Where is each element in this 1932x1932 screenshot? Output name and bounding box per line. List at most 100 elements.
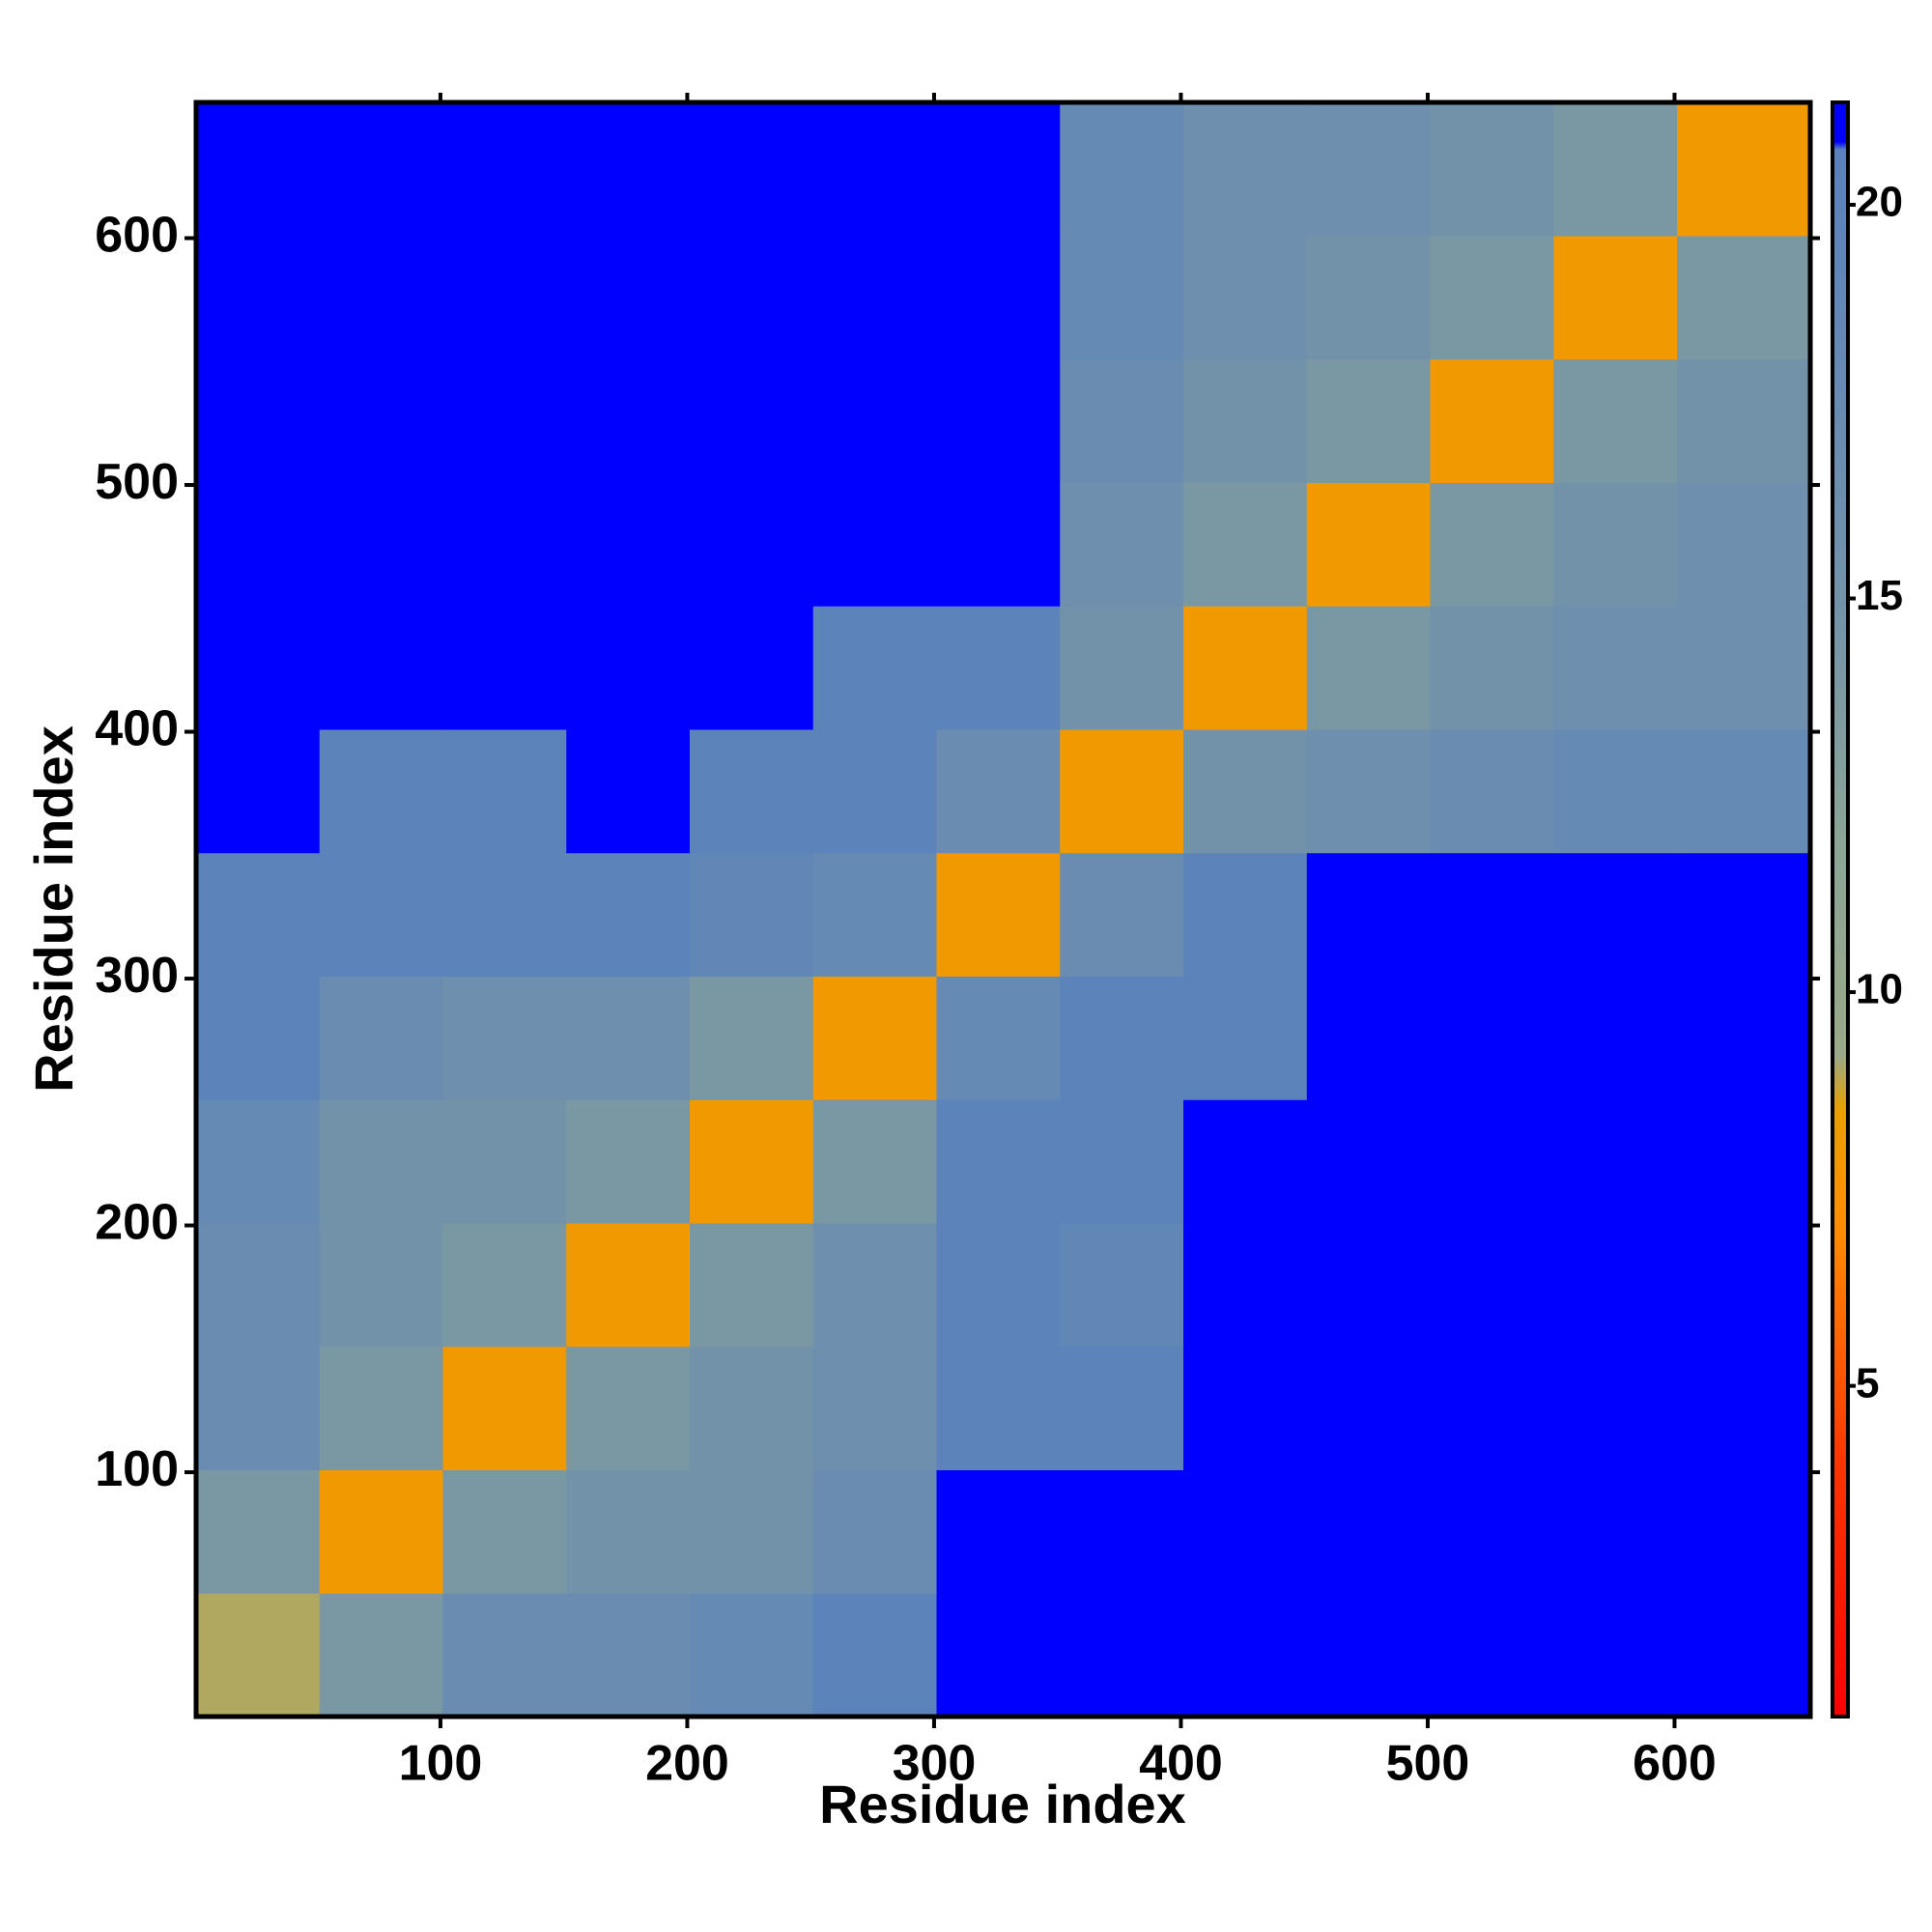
heatmap-cell (1677, 606, 1810, 730)
heatmap-cell (1430, 728, 1554, 854)
heatmap-cell (812, 1099, 938, 1224)
heatmap-cell (1553, 102, 1678, 237)
heatmap-cell (812, 358, 938, 483)
heatmap-cell (812, 1469, 938, 1594)
heatmap-cell (1553, 482, 1678, 607)
heatmap-cell (1430, 606, 1554, 730)
colorbar-tick-label: 20 (1856, 179, 1903, 226)
heatmap-cell (566, 606, 691, 730)
heatmap-cell (442, 606, 567, 730)
heatmap-cell (1306, 102, 1432, 237)
heatmap-cell (1183, 728, 1308, 854)
x-tick-label: 500 (1386, 1736, 1470, 1792)
heatmap-cell (690, 606, 814, 730)
heatmap-cell (1060, 852, 1184, 977)
heatmap-cell (196, 606, 321, 730)
heatmap-cell (1183, 482, 1308, 607)
heatmap-cell (1553, 358, 1678, 483)
heatmap-cell (690, 1222, 814, 1348)
heatmap-cell (936, 1346, 1061, 1470)
heatmap-cell (566, 728, 691, 854)
heatmap-cell (1430, 852, 1554, 977)
heatmap-cell (442, 976, 567, 1100)
y-tick-label: 300 (95, 948, 179, 1004)
heatmap-cell (1677, 235, 1810, 360)
heatmap-cell (1553, 606, 1678, 730)
heatmap-cell (1060, 482, 1184, 607)
heatmap-cell (196, 358, 321, 483)
heatmap-cell (1677, 358, 1810, 483)
heatmap-cell (1677, 1222, 1810, 1348)
heatmap-cell (1183, 1593, 1308, 1717)
heatmap-cell (319, 1222, 444, 1348)
heatmap-cell (442, 358, 567, 483)
y-tick-label: 500 (95, 454, 179, 510)
heatmap-cell (1677, 1346, 1810, 1470)
heatmap-cell (1553, 1346, 1678, 1470)
heatmap-cell (812, 606, 938, 730)
heatmap-cell (319, 235, 444, 360)
heatmap-cell (1677, 976, 1810, 1100)
heatmap-cell (1183, 606, 1308, 730)
heatmap-cell (1553, 1593, 1678, 1717)
heatmap-cell (1677, 102, 1810, 237)
heatmap-cell (936, 358, 1061, 483)
heatmap-cell (1306, 1346, 1432, 1470)
heatmap-cell (319, 1346, 444, 1470)
heatmap-cell (1306, 235, 1432, 360)
heatmap-cell (1553, 976, 1678, 1100)
heatmap-cell (196, 1593, 321, 1717)
heatmap-cell (690, 1346, 814, 1470)
heatmap-cell (1183, 1099, 1308, 1224)
heatmap-cell (566, 102, 691, 237)
heatmap-cell (566, 852, 691, 977)
heatmap-cell (1553, 1222, 1678, 1348)
heatmap-cell (690, 1099, 814, 1224)
heatmap-cell (812, 102, 938, 237)
heatmap-cell (1553, 1099, 1678, 1224)
heatmap-cell (1677, 1469, 1810, 1594)
heatmap-cell (936, 102, 1061, 237)
heatmap-cell (690, 852, 814, 977)
heatmap-cell (1183, 102, 1308, 237)
heatmap-cell (812, 1593, 938, 1717)
heatmap-cell (1183, 976, 1308, 1100)
heatmap-cell (1060, 1346, 1184, 1470)
heatmap-cell (319, 102, 444, 237)
heatmap-cell (442, 1469, 567, 1594)
heatmap-cell (319, 852, 444, 977)
heatmap-cell (1553, 728, 1678, 854)
heatmap-cell (196, 852, 321, 977)
heatmap-cell (1553, 852, 1678, 977)
heatmap-cell (1677, 1099, 1810, 1224)
y-tick-label: 400 (95, 700, 179, 756)
heatmap-cell (690, 482, 814, 607)
heatmap-cell (936, 1469, 1061, 1594)
heatmap-cell (936, 1593, 1061, 1717)
heatmap-cell (1677, 482, 1810, 607)
heatmap-cell (196, 728, 321, 854)
heatmap-cell (690, 235, 814, 360)
heatmap-cell (442, 1099, 567, 1224)
heatmap-cell (936, 852, 1061, 977)
heatmap-cell (690, 728, 814, 854)
heatmap-cell (442, 852, 567, 977)
heatmap-cell (319, 1593, 444, 1717)
heatmap-cell (196, 976, 321, 1100)
heatmap-cell (1430, 1469, 1554, 1594)
heatmap-cell (812, 1346, 938, 1470)
heatmap-cell (442, 235, 567, 360)
y-axis-title: Residue index (23, 725, 84, 1093)
heatmap-cell (690, 358, 814, 483)
heatmap-cell (1430, 235, 1554, 360)
heatmap-cell (1430, 1222, 1554, 1348)
heatmap-cell (690, 102, 814, 237)
heatmap-cell (1306, 728, 1432, 854)
heatmap-cell (1430, 102, 1554, 237)
heatmap-cell (1183, 1222, 1308, 1348)
heatmap-cell (1306, 1222, 1432, 1348)
heatmap-cell (1306, 1469, 1432, 1594)
heatmap-cell (442, 482, 567, 607)
heatmap-cell (690, 976, 814, 1100)
heatmap-cell (812, 482, 938, 607)
